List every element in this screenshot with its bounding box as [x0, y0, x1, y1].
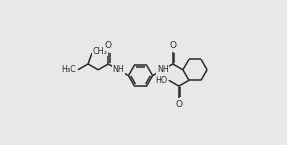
Text: CH₃: CH₃	[93, 47, 108, 56]
Text: O: O	[105, 41, 112, 50]
Text: NH: NH	[113, 65, 124, 74]
Text: NH: NH	[157, 65, 168, 74]
Text: O: O	[175, 100, 182, 109]
Text: O: O	[169, 41, 176, 50]
Text: H₃C: H₃C	[61, 65, 76, 74]
Text: HO: HO	[155, 76, 168, 85]
